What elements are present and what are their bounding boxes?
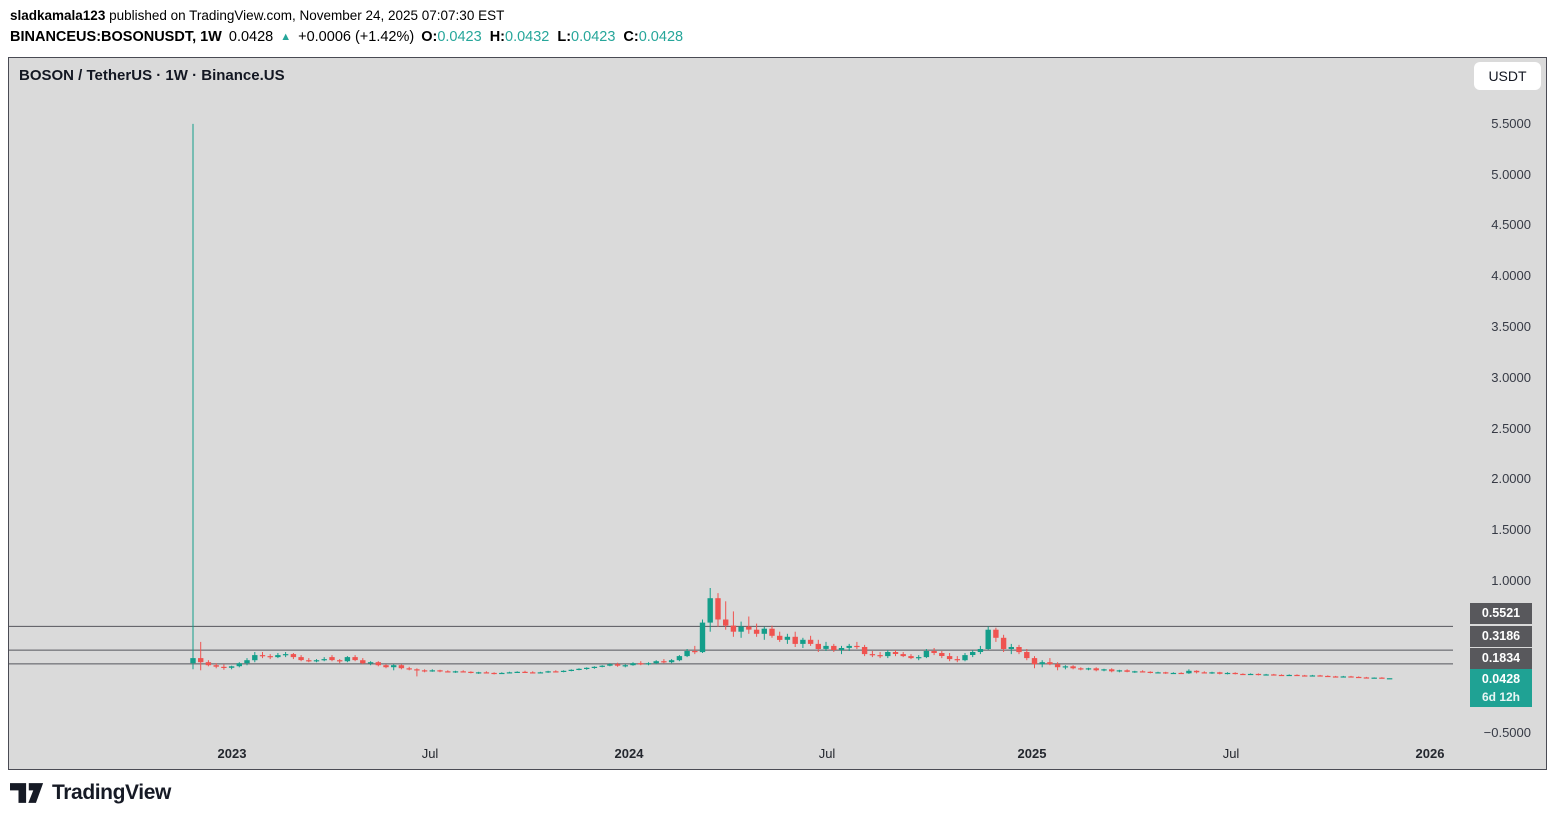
published-text: published on TradingView.com, November 2… xyxy=(105,8,505,23)
high-value: H:0.0432 xyxy=(489,29,550,45)
level-price-badge: 0.5521 xyxy=(1470,603,1532,624)
tradingview-mark-icon xyxy=(10,783,44,803)
level-price-badge: 0.1834 xyxy=(1470,648,1532,669)
price-axis-label: 2.5000 xyxy=(1491,421,1531,436)
bar-countdown: 6d 12h xyxy=(1481,690,1520,704)
last-price-value: 0.0428 xyxy=(1481,672,1521,686)
time-axis-label: Jul xyxy=(421,746,439,761)
close-value: C:0.0428 xyxy=(623,29,684,45)
price-change: +0.0006 (+1.42%) xyxy=(298,29,415,45)
low-value: L:0.0423 xyxy=(557,29,616,45)
time-axis-label: 2024 xyxy=(614,746,644,761)
candlestick-plot[interactable] xyxy=(9,58,1546,769)
price-axis-label: 4.5000 xyxy=(1491,217,1531,232)
tradingview-logo[interactable]: TradingView xyxy=(10,781,171,805)
price-axis-label: 1.5000 xyxy=(1491,522,1531,537)
symbol-quote-line: BINANCEUS:BOSONUSDT, 1W 0.0428 ▲ +0.0006… xyxy=(10,26,691,49)
price-axis-label: 2.0000 xyxy=(1491,471,1531,486)
price-axis-label: 3.0000 xyxy=(1491,370,1531,385)
last-price-badge: 0.0428 6d 12h xyxy=(1470,669,1532,707)
symbol-interval: BINANCEUS:BOSONUSDT, 1W xyxy=(10,29,222,45)
chart-title: BOSON / TetherUS · 1W · Binance.US xyxy=(19,67,285,84)
price-axis-label: 3.5000 xyxy=(1491,319,1531,334)
price-axis-label: 5.5000 xyxy=(1491,116,1531,131)
tradingview-logo-text: TradingView xyxy=(52,781,171,804)
publish-header: sladkamala123 published on TradingView.c… xyxy=(10,6,691,49)
footer: TradingView xyxy=(0,770,1555,818)
up-triangle-icon: ▲ xyxy=(280,31,292,43)
publish-line: sladkamala123 published on TradingView.c… xyxy=(10,6,691,26)
last-price: 0.0428 xyxy=(228,29,274,45)
time-axis-label: 2025 xyxy=(1017,746,1047,761)
chart-area: 5.5000 5.0000 4.5000 4.0000 3.5000 3.0000 2.50… xyxy=(8,57,1547,770)
time-axis-label: 2026 xyxy=(1415,746,1445,761)
time-axis-label: 2023 xyxy=(217,746,247,761)
level-price-badge: 0.3186 xyxy=(1470,626,1532,647)
time-axis-label: Jul xyxy=(818,746,836,761)
price-axis-label: −0.5000 xyxy=(1483,725,1531,740)
price-axis-label: 4.0000 xyxy=(1491,268,1531,283)
price-axis-label: 1.0000 xyxy=(1491,573,1531,588)
username: sladkamala123 xyxy=(10,8,106,23)
time-axis-label: Jul xyxy=(1222,746,1240,761)
currency-toggle-button[interactable]: USDT xyxy=(1474,62,1541,90)
price-axis-label: 5.0000 xyxy=(1491,167,1531,182)
open-value: O:0.0423 xyxy=(421,29,482,45)
